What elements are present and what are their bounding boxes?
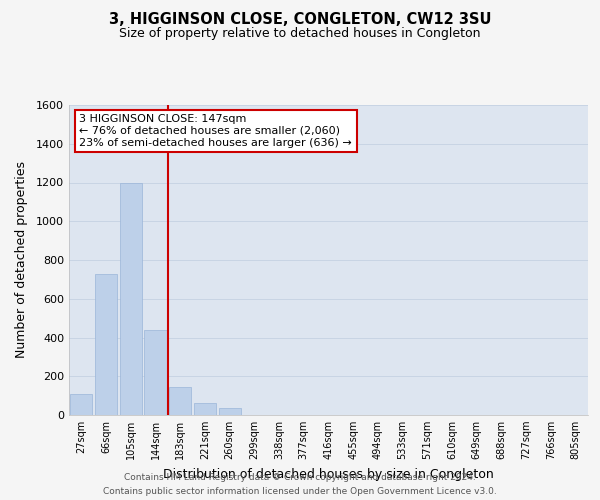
Bar bbox=[169, 387, 191, 415]
Text: Contains HM Land Registry data © Crown copyright and database right 2024.: Contains HM Land Registry data © Crown c… bbox=[124, 473, 476, 482]
Text: 3, HIGGINSON CLOSE, CONGLETON, CW12 3SU: 3, HIGGINSON CLOSE, CONGLETON, CW12 3SU bbox=[109, 12, 491, 28]
Bar bbox=[119, 182, 142, 415]
X-axis label: Distribution of detached houses by size in Congleton: Distribution of detached houses by size … bbox=[163, 468, 494, 480]
Y-axis label: Number of detached properties: Number of detached properties bbox=[14, 162, 28, 358]
Bar bbox=[70, 394, 92, 415]
Bar bbox=[95, 274, 117, 415]
Bar bbox=[145, 330, 167, 415]
Bar bbox=[218, 408, 241, 415]
Text: Contains public sector information licensed under the Open Government Licence v3: Contains public sector information licen… bbox=[103, 486, 497, 496]
Bar bbox=[194, 404, 216, 415]
Text: Size of property relative to detached houses in Congleton: Size of property relative to detached ho… bbox=[119, 28, 481, 40]
Text: 3 HIGGINSON CLOSE: 147sqm
← 76% of detached houses are smaller (2,060)
23% of se: 3 HIGGINSON CLOSE: 147sqm ← 76% of detac… bbox=[79, 114, 352, 148]
